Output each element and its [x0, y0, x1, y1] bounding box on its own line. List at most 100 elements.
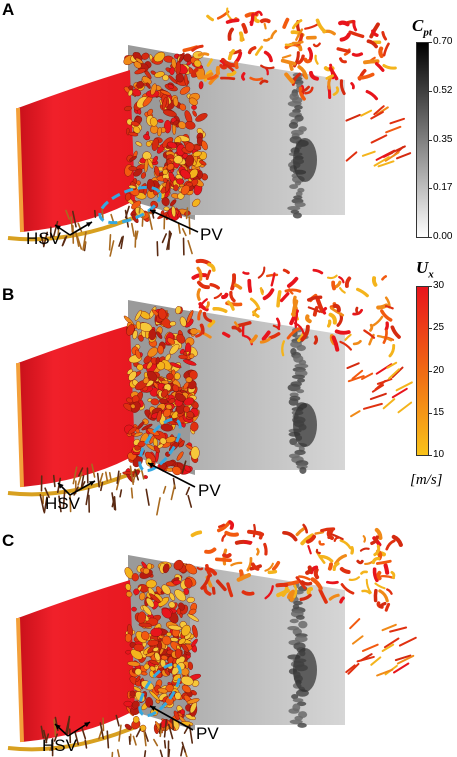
panel-b: B HSV PV — [0, 255, 413, 516]
vortex-structure — [174, 691, 182, 700]
vortex-structure — [151, 138, 159, 151]
vortex-structure — [328, 66, 339, 81]
vortex-structure — [173, 155, 183, 164]
vortex-structure — [293, 583, 298, 599]
vortex-structure — [294, 313, 299, 329]
vortex-structure — [339, 79, 346, 96]
vortex-structure — [209, 283, 220, 290]
vortex-visualization — [7, 258, 413, 516]
vortex-structure — [252, 310, 260, 318]
cpt-colorbar: Cpt 0.70 0.52 0.35 0.17 0.00 — [412, 16, 457, 243]
vortex-structure — [344, 276, 352, 288]
vortex-structure — [260, 287, 264, 296]
vortex-structure — [300, 533, 315, 546]
vortex-structure — [388, 145, 406, 155]
vortex-structure — [135, 57, 144, 64]
vortex-structure — [276, 290, 282, 308]
horseshoe-vortex — [134, 230, 137, 248]
colorbar-tick-mark — [429, 139, 432, 141]
vortex-structure — [197, 309, 203, 321]
vortex-structure — [139, 592, 146, 601]
vortex-structure — [229, 290, 236, 303]
vortex-structure — [145, 579, 157, 589]
vortex-structure — [383, 637, 400, 649]
horseshoe-vortex — [120, 235, 124, 250]
colorbar-tick-mark — [429, 412, 432, 414]
vortex-structure — [263, 50, 273, 63]
wake-streak — [287, 383, 301, 392]
vortex-structure — [137, 421, 145, 430]
panel-letter: C — [2, 531, 15, 550]
horseshoe-vortex — [138, 205, 141, 214]
colorbar-tick-label: 0.52 — [433, 84, 453, 96]
horseshoe-vortex — [109, 240, 115, 257]
vortex-structure — [134, 68, 147, 75]
vortex-structure — [339, 566, 351, 574]
vortex-structure — [351, 52, 364, 57]
vortex-structure — [241, 72, 246, 81]
panel-letter: B — [2, 285, 15, 304]
vortex-structure — [198, 81, 204, 90]
vortex-visualization — [7, 7, 412, 257]
vortex-structure — [369, 392, 387, 401]
horseshoe-vortex — [188, 216, 191, 235]
vortex-structure — [152, 155, 158, 164]
vortex-structure — [370, 535, 379, 546]
vortex-structure — [124, 567, 134, 579]
vortex-structure — [355, 306, 359, 315]
vortex-structure — [247, 46, 257, 55]
vortex-structure — [334, 554, 348, 566]
vortex-structure — [338, 276, 345, 284]
vortex-structure — [340, 583, 355, 595]
wake-streak — [289, 184, 299, 190]
vortex-structure — [295, 526, 306, 537]
horseshoe-vortex — [81, 726, 87, 740]
horseshoe-vortex — [187, 240, 193, 255]
vortex-structure — [159, 398, 168, 404]
wake-streak — [288, 122, 299, 129]
horseshoe-vortex — [181, 741, 186, 753]
vortex-structure — [256, 10, 263, 16]
passage-vortex-highlight — [138, 417, 182, 473]
vortex-structure — [371, 556, 381, 565]
vortex-structure — [192, 150, 202, 157]
vortex-structure — [356, 559, 364, 565]
vortex-structure — [152, 647, 159, 652]
vortex-structure — [282, 17, 290, 29]
colorbar-tick-label: 15 — [433, 406, 445, 418]
vortex-structure — [347, 375, 365, 383]
horseshoe-vortex — [147, 210, 153, 231]
vortex-structure — [331, 335, 340, 352]
vortex-structure — [326, 274, 338, 280]
wake-streak — [299, 466, 307, 474]
vortex-structure — [149, 117, 158, 127]
vortex-structure — [169, 199, 177, 207]
vortex-structure — [237, 321, 252, 328]
vortex-structure — [306, 586, 314, 595]
horseshoe-vortex — [100, 481, 104, 492]
vortex-structure — [188, 608, 197, 615]
vortex-structure — [166, 337, 175, 345]
wake-streak — [288, 398, 299, 406]
vortex-structure — [172, 579, 181, 585]
cpt-gradient-bar — [416, 42, 429, 238]
horseshoe-vortex — [118, 236, 123, 247]
ux-gradient-bar — [416, 286, 429, 456]
vortex-structure — [392, 662, 410, 674]
vortex-structure — [259, 337, 271, 344]
vortex-structure — [124, 723, 132, 730]
vortex-structure — [249, 297, 261, 311]
horseshoe-vortex — [44, 487, 50, 499]
vortex-structure — [307, 306, 321, 313]
vortex-structure — [200, 574, 211, 590]
vortex-structure — [161, 389, 169, 398]
colorbar-tick-mark — [429, 188, 432, 190]
wake-streak — [294, 202, 306, 208]
horseshoe-vortex — [99, 722, 105, 740]
panel-a: A HSV PV — [0, 0, 412, 257]
vortex-structure — [141, 631, 150, 641]
colorbar-tick-label: 30 — [433, 280, 445, 291]
wake-streak — [289, 438, 298, 446]
vortex-structure — [270, 272, 276, 287]
vortex-structure — [351, 369, 364, 380]
